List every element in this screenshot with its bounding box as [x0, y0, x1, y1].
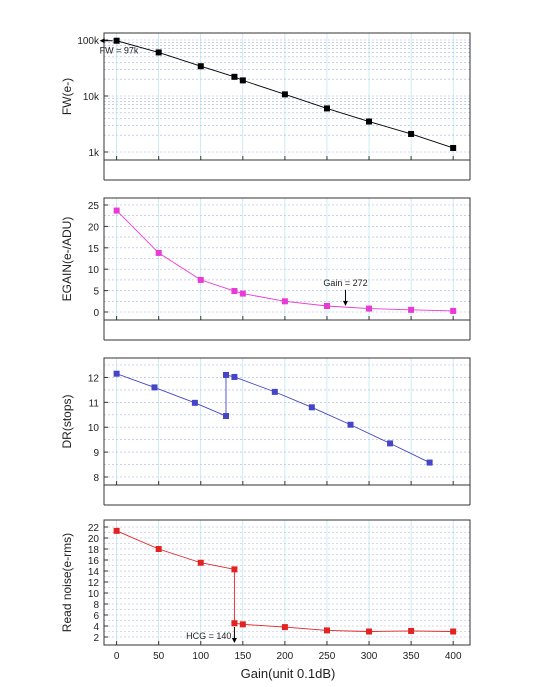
data-point: [450, 307, 457, 314]
y-tick-label: 9: [93, 448, 99, 459]
data-point: [408, 627, 415, 634]
annotation-label: FW = 97k: [100, 46, 139, 56]
data-point: [426, 459, 433, 466]
plot-frame: [103, 357, 471, 486]
y-axis-label: Read noise(e-rms): [60, 533, 74, 632]
x-tick-label: 250: [319, 651, 336, 662]
data-point: [366, 305, 373, 312]
data-point: [231, 620, 238, 627]
y-tick-label: 12: [88, 373, 100, 384]
data-point: [239, 621, 246, 628]
data-point: [366, 118, 373, 125]
y-tick-label: 18: [88, 545, 100, 556]
data-point: [323, 303, 330, 310]
y-tick-label: 0: [93, 308, 99, 319]
data-point: [239, 290, 246, 297]
data-point: [231, 373, 238, 380]
y-tick-label: 15: [88, 244, 100, 255]
y-tick-label: 2: [93, 633, 99, 644]
x-tick-label: 400: [445, 651, 462, 662]
y-tick-label: 20: [88, 222, 100, 233]
data-point: [151, 384, 158, 391]
x-axis-label: Gain(unit 0.1dB): [241, 666, 336, 681]
data-point: [191, 399, 198, 406]
data-point: [113, 370, 120, 377]
x-tick-label: 300: [361, 651, 378, 662]
annotation-label: HCG = 140: [186, 631, 231, 641]
y-tick-label: 10: [88, 589, 100, 600]
y-tick-label: 10k: [83, 92, 100, 103]
data-point: [231, 566, 238, 573]
data-point: [113, 527, 120, 534]
plot-frame: [103, 197, 471, 321]
annotation-arrowhead: [231, 638, 237, 643]
data-point: [197, 559, 204, 566]
data-point: [281, 91, 288, 98]
y-axis-label: DR(stops): [60, 394, 74, 448]
data-point: [366, 628, 373, 635]
data-point: [347, 421, 354, 428]
data-point: [450, 144, 457, 151]
y-tick-label: 20: [88, 534, 100, 545]
data-point: [197, 63, 204, 70]
annotation-label: Gain = 272: [323, 278, 367, 288]
data-point: [387, 440, 394, 447]
data-point: [231, 73, 238, 80]
y-tick-label: 25: [88, 201, 100, 212]
x-tick-label: 350: [403, 651, 420, 662]
data-point: [281, 298, 288, 305]
y-tick-label: 10: [88, 423, 100, 434]
series-line: [116, 40, 454, 149]
data-point: [281, 624, 288, 631]
data-point: [271, 388, 278, 395]
data-point: [155, 249, 162, 256]
data-point: [155, 49, 162, 56]
annotation-arrowhead: [99, 38, 105, 44]
data-point: [113, 37, 120, 44]
data-point: [308, 404, 315, 411]
y-tick-label: 100k: [77, 36, 100, 47]
series-line: [116, 373, 430, 463]
y-tick-label: 6: [93, 611, 99, 622]
data-point: [155, 546, 162, 552]
data-point: [450, 628, 457, 635]
x-tick-label: 50: [153, 651, 165, 662]
data-point: [223, 413, 229, 420]
y-tick-label: 4: [93, 622, 99, 633]
y-tick-label: 11: [89, 398, 100, 409]
data-point: [197, 276, 204, 283]
y-tick-label: 8: [93, 600, 99, 611]
data-point: [323, 105, 330, 112]
x-tick-label: 100: [192, 651, 209, 662]
panel-1: 1k 10k 100k FW(e-) FW = 97k: [60, 32, 471, 181]
panel-2: 0 5 10 15 20 25 EGAIN(e-/ADU) Gain = 272: [60, 197, 471, 341]
data-point: [223, 371, 229, 378]
data-point: [113, 207, 120, 214]
x-tick-label: 200: [277, 651, 294, 662]
y-tick-label: 1k: [88, 148, 100, 159]
data-point: [323, 627, 330, 634]
data-point: [408, 130, 415, 137]
y-tick-label: 5: [93, 287, 99, 298]
data-point: [408, 306, 415, 313]
y-tick-label: 16: [88, 556, 100, 567]
y-axis-label: FW(e-): [60, 78, 74, 115]
y-tick-label: 14: [88, 567, 100, 578]
data-point: [231, 288, 238, 295]
y-tick-label: 8: [93, 473, 99, 484]
series-line: [116, 210, 454, 312]
y-axis-label: EGAIN(e-/ADU): [60, 217, 74, 302]
y-tick-label: 12: [88, 578, 100, 589]
annotation-arrowhead: [342, 300, 348, 306]
x-tick-label: 150: [234, 651, 251, 662]
y-tick-label: 10: [88, 265, 100, 276]
x-tick-label: 0: [114, 651, 120, 662]
y-tick-label: 22: [88, 523, 100, 534]
data-point: [239, 77, 246, 84]
panel-3: 8 9 10 11 12 DR(stops): [60, 357, 471, 506]
